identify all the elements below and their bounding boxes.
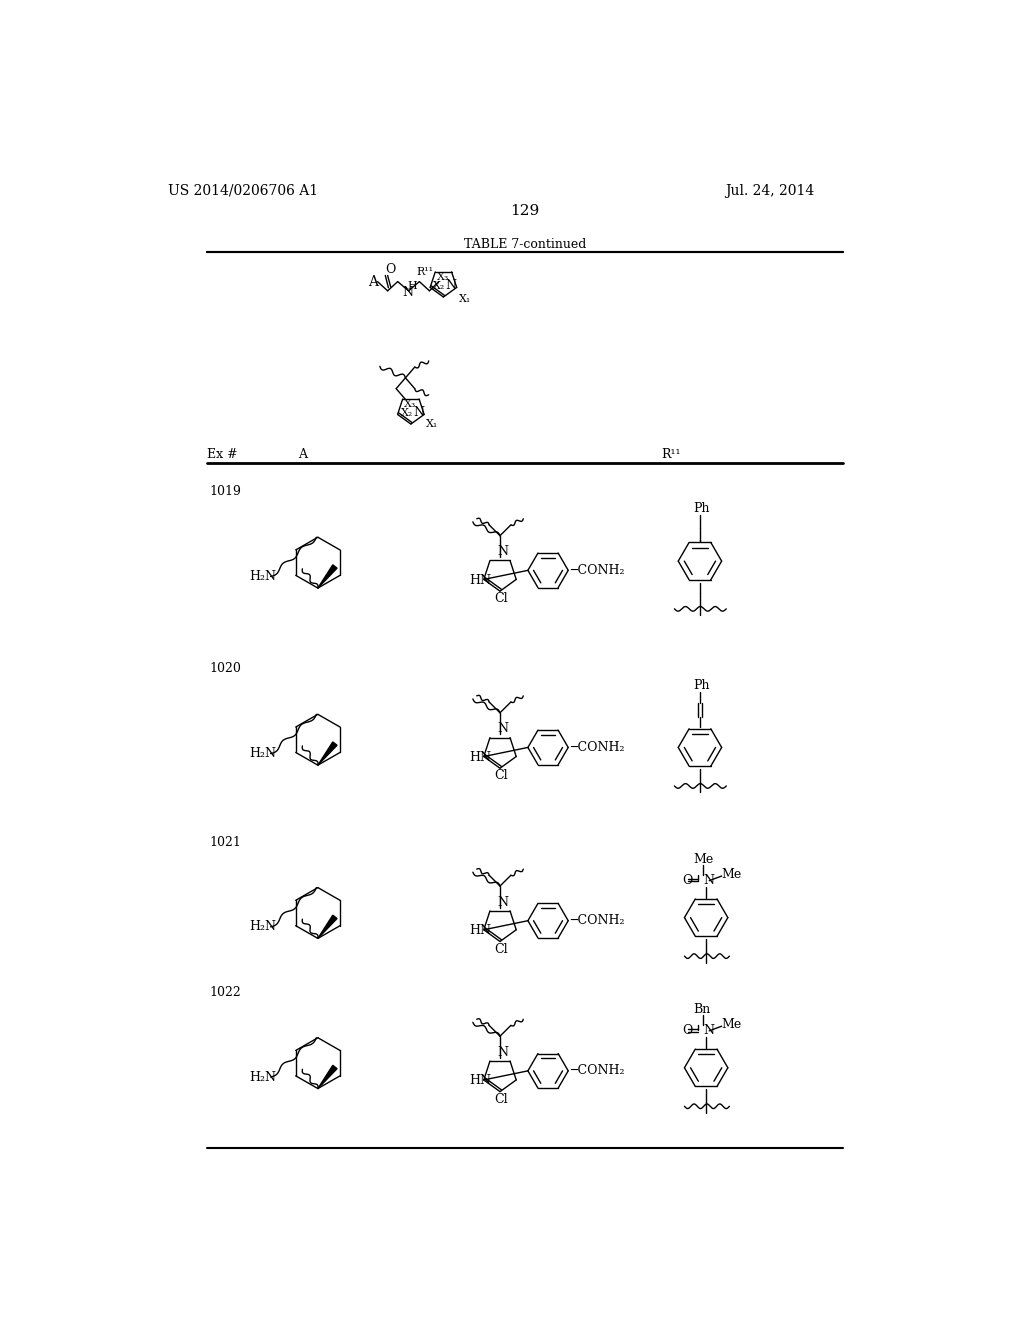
Text: 1019: 1019 [209,486,242,499]
Text: ─CONH₂: ─CONH₂ [570,1064,625,1077]
Text: Me: Me [722,1018,742,1031]
Text: A: A [299,449,307,462]
Polygon shape [317,742,337,766]
Text: Ex #: Ex # [207,449,238,462]
Text: HN: HN [469,574,490,587]
Text: HN: HN [469,1074,490,1088]
Text: X₃: X₃ [404,399,417,409]
Text: TABLE 7-continued: TABLE 7-continued [464,238,586,251]
Text: N: N [703,1024,714,1038]
Text: N: N [498,722,509,735]
Text: O: O [682,1024,692,1038]
Text: ─CONH₂: ─CONH₂ [570,564,625,577]
Text: N: N [498,896,509,908]
Polygon shape [317,565,337,589]
Text: Cl: Cl [494,942,508,956]
Polygon shape [317,1065,337,1089]
Polygon shape [317,915,337,939]
Text: ─CONH₂: ─CONH₂ [570,741,625,754]
Text: Cl: Cl [494,1093,508,1106]
Text: H₂N: H₂N [250,1071,276,1084]
Text: N: N [402,286,414,298]
Text: X₂: X₂ [433,281,445,290]
Text: Cl: Cl [494,770,508,783]
Text: H₂N: H₂N [250,570,276,583]
Text: US 2014/0206706 A1: US 2014/0206706 A1 [168,183,318,198]
Text: N: N [414,407,424,420]
Text: 129: 129 [510,203,540,218]
Text: Cl: Cl [494,593,508,606]
Text: 1022: 1022 [209,986,241,999]
Text: N: N [703,874,714,887]
Text: Bn: Bn [693,1003,711,1016]
Text: H: H [408,281,418,292]
Text: H₂N: H₂N [250,920,276,933]
Text: ─CONH₂: ─CONH₂ [570,915,625,927]
Text: N: N [498,1045,509,1059]
Text: Ph: Ph [693,680,711,693]
Text: Me: Me [722,869,742,880]
Text: R¹¹: R¹¹ [662,449,681,462]
Text: X₂: X₂ [400,408,413,418]
Text: O: O [385,263,395,276]
Text: A: A [369,275,378,289]
Text: Ph: Ph [693,502,711,515]
Text: N: N [445,280,457,293]
Text: X₃: X₃ [437,272,450,281]
Text: O: O [682,874,692,887]
Text: H₂N: H₂N [250,747,276,760]
Text: X₁: X₁ [459,293,471,304]
Text: R¹¹: R¹¹ [417,268,433,277]
Text: 1020: 1020 [209,663,242,676]
Text: HN: HN [469,751,490,764]
Text: 1021: 1021 [209,836,242,849]
Text: X₁: X₁ [426,418,438,429]
Text: N: N [498,545,509,558]
Text: Me: Me [693,853,714,866]
Text: HN: HN [469,924,490,937]
Text: Jul. 24, 2014: Jul. 24, 2014 [725,183,814,198]
